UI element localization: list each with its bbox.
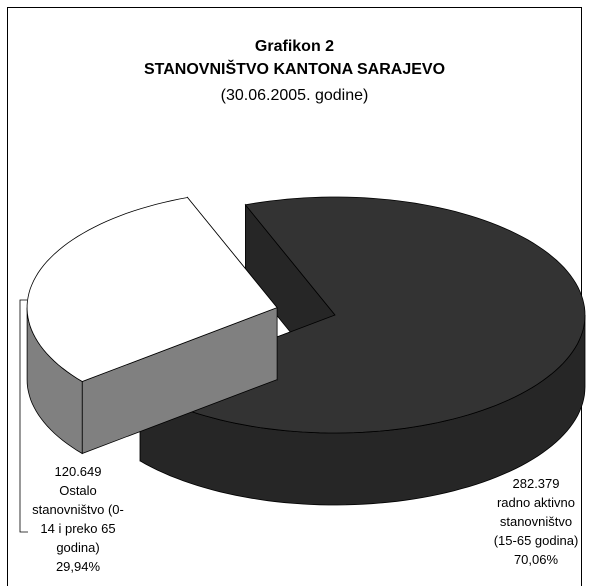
leader-line bbox=[19, 299, 28, 533]
count-label: 282.379 bbox=[512, 476, 560, 491]
count-label: 120.649 bbox=[54, 464, 102, 479]
value-label: 70,06% bbox=[513, 552, 559, 567]
slice bbox=[26, 197, 278, 382]
chart-title: Grafikon 2 bbox=[254, 38, 335, 55]
category-label: Ostalo stanovništvo (0-14 i preko 65 god… bbox=[32, 483, 124, 555]
slice-label: 282.379 radno aktivno stanovništvo (15-6… bbox=[488, 474, 584, 569]
chart-date: (30.06.2005. godine) bbox=[220, 87, 369, 104]
chart-subtitle: STANOVNIŠTVO KANTONA SARAJEVO bbox=[143, 61, 446, 78]
pie bbox=[26, 196, 586, 506]
category-label: radno aktivno stanovništvo (15-65 godina… bbox=[493, 495, 579, 548]
value-label: 29,94% bbox=[55, 559, 101, 574]
slice-label: 120.649 Ostalo stanovništvo (0-14 i prek… bbox=[30, 462, 126, 576]
